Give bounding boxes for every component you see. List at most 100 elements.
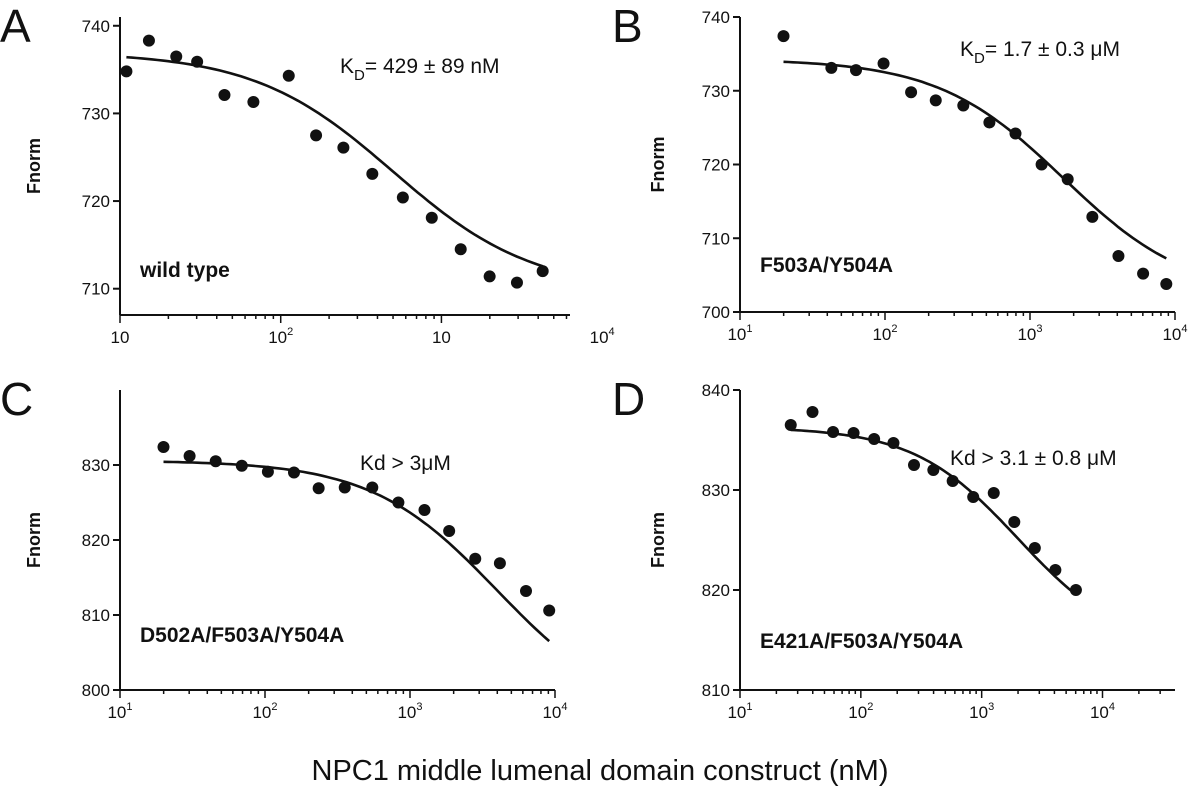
data-point [443,525,456,537]
x-tick-label: 101 [727,701,752,722]
data-point [1069,584,1082,596]
y-tick-label: 700 [702,303,730,322]
data-point [1028,542,1041,554]
x-tick-label: 10 [432,328,451,347]
data-point [927,464,940,476]
x-tick-label: 104 [1162,323,1187,344]
fit-curve [783,60,1167,260]
y-tick-label: 830 [702,481,730,500]
data-point [520,585,532,597]
construct-label: D502A/F503A/Y504A [140,624,344,647]
panel-letter: B [612,0,643,52]
y-axis-title: Fnorm [24,138,44,194]
data-point [493,557,506,570]
fit-curve [163,460,551,643]
data-point [1061,173,1074,186]
data-point [209,455,222,468]
data-point [957,99,970,112]
panel-letter: A [0,0,31,52]
y-axis-title: Fnorm [648,137,668,193]
y-tick-label: 810 [702,681,730,700]
data-point [784,419,797,431]
data-point [392,496,405,509]
data-point [288,466,300,479]
data-point [157,441,170,453]
data-point [235,459,248,472]
data-point [905,86,918,99]
x-tick-label: 103 [397,701,422,722]
panel-c: C 800 810 820 830 101 102 103 104 Fnorm Kd > 3μM D5… [0,373,568,722]
y-tick-label: 730 [82,104,110,123]
data-point [1009,127,1022,140]
panel-d: D 810 820 830 840 101 102 103 104 Fnorm Kd > 3.1 ±… [612,373,1175,722]
data-point [170,50,183,63]
x-tick-label: 10 [111,328,130,347]
data-point [1160,277,1173,290]
data-point [543,604,556,617]
panel-a: A 710 720 730 740 10 102 10 104 Fnorm KD= 429 ± 89… [0,0,615,347]
panel-b: B 700 710 720 730 740 101 102 103 104 Fnorm KD= 1.7… [612,0,1188,344]
x-tick-label: 102 [268,326,293,347]
data-point [366,481,379,494]
y-tick-label: 730 [702,82,730,101]
y-tick-label: 740 [82,17,110,36]
data-point [510,276,523,289]
x-tick-label: 103 [969,701,994,722]
y-tick-label: 820 [82,531,110,550]
construct-label: wild type [139,259,230,282]
panel-letter: C [0,373,33,425]
data-point [1086,210,1099,223]
y-tick-label: 740 [702,8,730,27]
y-tick-label: 820 [702,581,730,600]
y-tick-label: 830 [82,456,110,475]
data-point [536,265,549,278]
data-point [312,482,325,495]
data-point [987,487,1000,499]
data-point [946,475,959,487]
x-tick-label: 102 [252,701,277,722]
data-point [1008,516,1021,528]
data-point [337,141,350,154]
data-point [877,57,890,70]
construct-label: E421A/F503A/Y504A [760,630,963,653]
x-tick-label: 104 [1090,701,1115,722]
data-point [454,243,467,256]
data-point [1112,249,1125,262]
y-axis-title: Fnorm [24,512,44,568]
data-point [120,65,133,78]
x-tick-label: 101 [107,701,132,722]
data-point [806,406,819,418]
data-point [142,34,155,47]
data-point [218,89,231,102]
x-tick-label: 104 [542,701,567,722]
y-tick-label: 720 [82,192,110,211]
data-point [469,552,482,565]
y-tick-label: 710 [702,229,730,248]
data-point [847,427,860,439]
data-point [887,437,900,449]
data-point [1137,267,1150,280]
kd-annotation: KD= 429 ± 89 nM [340,55,500,84]
data-point [825,61,838,74]
data-point [191,55,204,68]
figure-canvas: A 710 720 730 740 10 102 10 104 Fnorm KD= 429 ± 89… [0,0,1188,722]
data-point [310,129,323,142]
x-tick-label: 104 [590,326,615,347]
data-point [850,64,862,77]
y-axis-title: Fnorm [648,512,668,568]
data-point [983,116,996,129]
data-point [908,459,920,471]
data-point [967,491,980,503]
data-point [777,30,790,43]
data-point [366,167,379,180]
data-point [827,426,840,438]
data-point [868,433,881,445]
data-point [1049,564,1062,576]
data-point [396,191,409,204]
data-point [282,69,295,82]
x-tick-label: 101 [727,323,752,344]
y-tick-label: 800 [82,681,110,700]
data-point [1035,158,1048,171]
kd-annotation: KD= 1.7 ± 0.3 μM [960,38,1120,67]
x-tick-label: 102 [848,701,873,722]
